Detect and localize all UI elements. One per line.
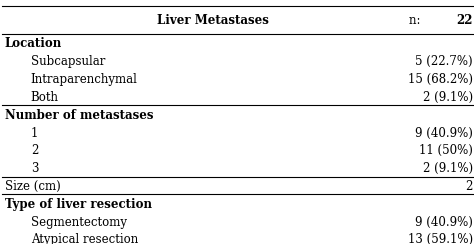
Text: n:: n: bbox=[409, 14, 424, 27]
Text: 15 (68.2%): 15 (68.2%) bbox=[408, 73, 473, 86]
Text: 9 (40.9%): 9 (40.9%) bbox=[415, 127, 473, 140]
Text: 3: 3 bbox=[31, 162, 38, 175]
Text: Atypical resection: Atypical resection bbox=[31, 234, 138, 244]
Text: 22: 22 bbox=[456, 14, 473, 27]
Text: 2 (9.1%): 2 (9.1%) bbox=[423, 91, 473, 104]
Text: Location: Location bbox=[5, 38, 62, 51]
Text: 11 (50%): 11 (50%) bbox=[419, 144, 473, 157]
Text: Number of metastases: Number of metastases bbox=[5, 109, 153, 122]
Text: 2: 2 bbox=[31, 144, 38, 157]
Text: 2 (9.1%): 2 (9.1%) bbox=[423, 162, 473, 175]
Text: Segmentectomy: Segmentectomy bbox=[31, 216, 127, 229]
Text: 1: 1 bbox=[31, 127, 38, 140]
Text: Intraparenchymal: Intraparenchymal bbox=[31, 73, 137, 86]
Text: 5 (22.7%): 5 (22.7%) bbox=[415, 55, 473, 68]
Text: Size (cm): Size (cm) bbox=[5, 180, 61, 193]
Text: 2: 2 bbox=[465, 180, 473, 193]
Text: Type of liver resection: Type of liver resection bbox=[5, 198, 152, 211]
Text: Subcapsular: Subcapsular bbox=[31, 55, 105, 68]
Text: 13 (59.1%): 13 (59.1%) bbox=[408, 234, 473, 244]
Text: Both: Both bbox=[31, 91, 59, 104]
Text: 9 (40.9%): 9 (40.9%) bbox=[415, 216, 473, 229]
Text: Liver Metastases: Liver Metastases bbox=[157, 14, 269, 27]
